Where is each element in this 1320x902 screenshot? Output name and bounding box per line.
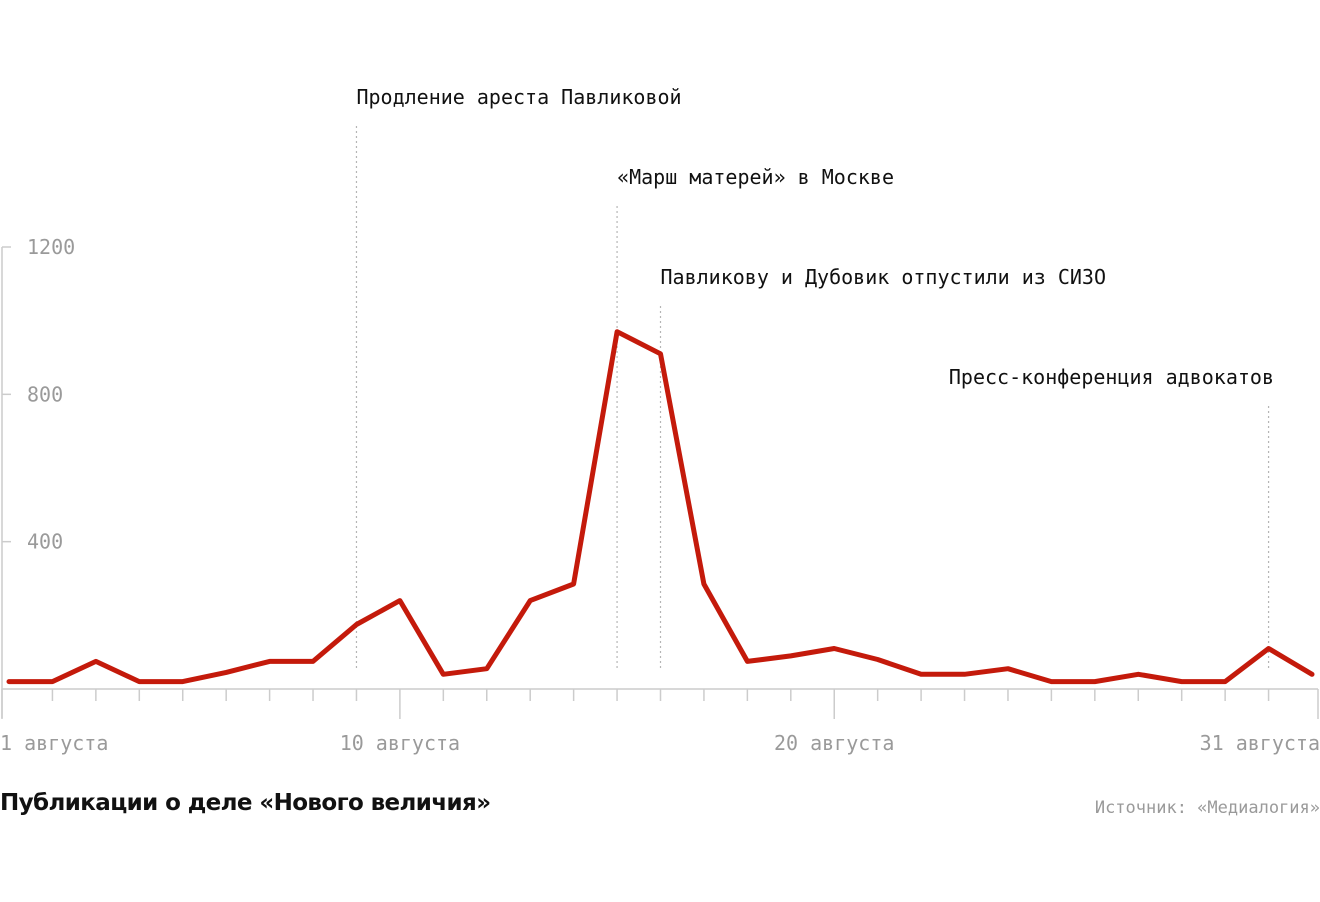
chart-title: Публикации о деле «Нового величия» xyxy=(0,790,491,816)
y-tick-label-1200: 1200 xyxy=(27,235,75,259)
series-layer xyxy=(6,329,1315,685)
x-tick-label-day-1: 1 августа xyxy=(0,731,108,755)
annotation-label-4: Пресс-конференция адвокатов xyxy=(949,365,1274,389)
chart-source: Источник: «Медиалогия» xyxy=(1094,798,1320,818)
y-tick-label-800: 800 xyxy=(27,382,63,406)
annotation-label-3: Павликову и Дубовик отпустили из СИЗО xyxy=(661,265,1107,289)
annotation-label-1: Продление ареста Павликовой xyxy=(356,85,681,109)
x-tick-label-day-10: 10 августа xyxy=(340,731,460,755)
axis-layer: 400 800 1200 1 августа 10 августа 20 августа 3… xyxy=(0,235,1320,755)
x-tick-label-day-20: 20 августа xyxy=(774,731,894,755)
annotation-label-2: «Марш матерей» в Москве xyxy=(617,165,894,189)
annotation-layer: Продление ареста Павликовой «Марш матерей… xyxy=(355,85,1274,668)
publications-line-chart: Продление ареста Павликовой «Марш матерей… xyxy=(0,85,1320,755)
x-tick-label-day-31: 31 августа xyxy=(1200,731,1320,755)
y-tick-label-400: 400 xyxy=(27,530,63,554)
